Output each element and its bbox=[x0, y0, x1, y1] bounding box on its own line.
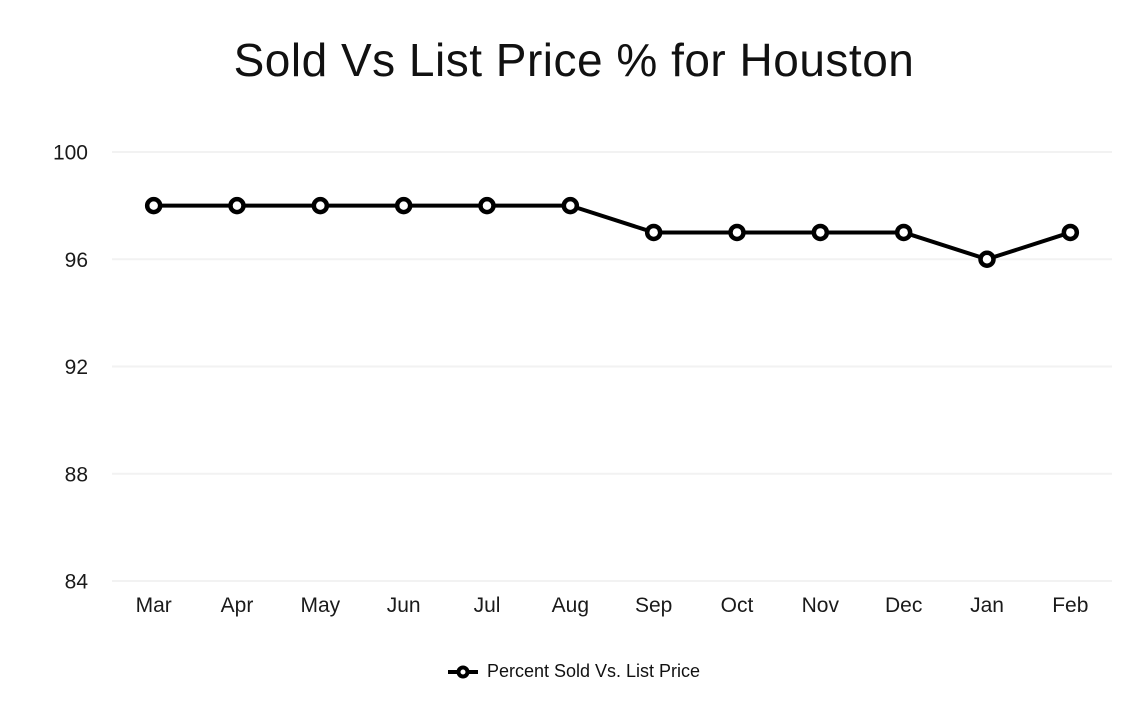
x-axis-tick-label: Sep bbox=[635, 594, 672, 617]
x-axis-tick-label: May bbox=[300, 594, 340, 617]
legend-line-marker-icon bbox=[447, 665, 478, 678]
legend: Percent Sold Vs. List Price bbox=[0, 661, 1148, 682]
x-axis-tick-label: Jun bbox=[387, 594, 421, 617]
y-axis-tick-label: 88 bbox=[65, 463, 88, 486]
chart-title: Sold Vs List Price % for Houston bbox=[233, 34, 915, 86]
data-point-marker bbox=[644, 223, 663, 242]
y-axis-tick-label: 92 bbox=[65, 356, 88, 379]
y-axis-tick-label: 100 bbox=[53, 142, 88, 165]
x-axis-tick-label: Feb bbox=[1052, 594, 1088, 617]
legend-label: Percent Sold Vs. List Price bbox=[486, 661, 701, 681]
x-axis-tick-label: Oct bbox=[721, 594, 754, 617]
data-point-marker bbox=[1061, 223, 1080, 242]
x-axis-tick-label: Dec bbox=[885, 594, 922, 617]
y-axis-tick-label: 96 bbox=[65, 249, 88, 272]
x-axis-tick-label: Aug bbox=[552, 594, 589, 617]
x-axis-tick-label: Jul bbox=[474, 594, 501, 617]
data-point-marker bbox=[728, 223, 746, 242]
x-axis-tick-label: Jan bbox=[970, 594, 1004, 617]
data-point-marker bbox=[228, 196, 246, 215]
data-point-marker bbox=[894, 223, 913, 242]
data-point-marker bbox=[811, 223, 830, 242]
data-point-marker bbox=[394, 196, 413, 215]
x-axis-tick-label: Mar bbox=[136, 594, 172, 617]
data-point-marker bbox=[478, 196, 496, 215]
data-point-marker bbox=[311, 196, 330, 215]
x-axis-tick-label: Nov bbox=[802, 594, 840, 617]
data-point-marker bbox=[978, 250, 996, 268]
y-axis-tick-label: 84 bbox=[65, 571, 89, 594]
x-axis-tick-label: Apr bbox=[221, 594, 254, 617]
data-point-marker bbox=[561, 196, 580, 215]
data-line bbox=[151, 203, 1073, 262]
data-point-marker bbox=[144, 196, 163, 215]
